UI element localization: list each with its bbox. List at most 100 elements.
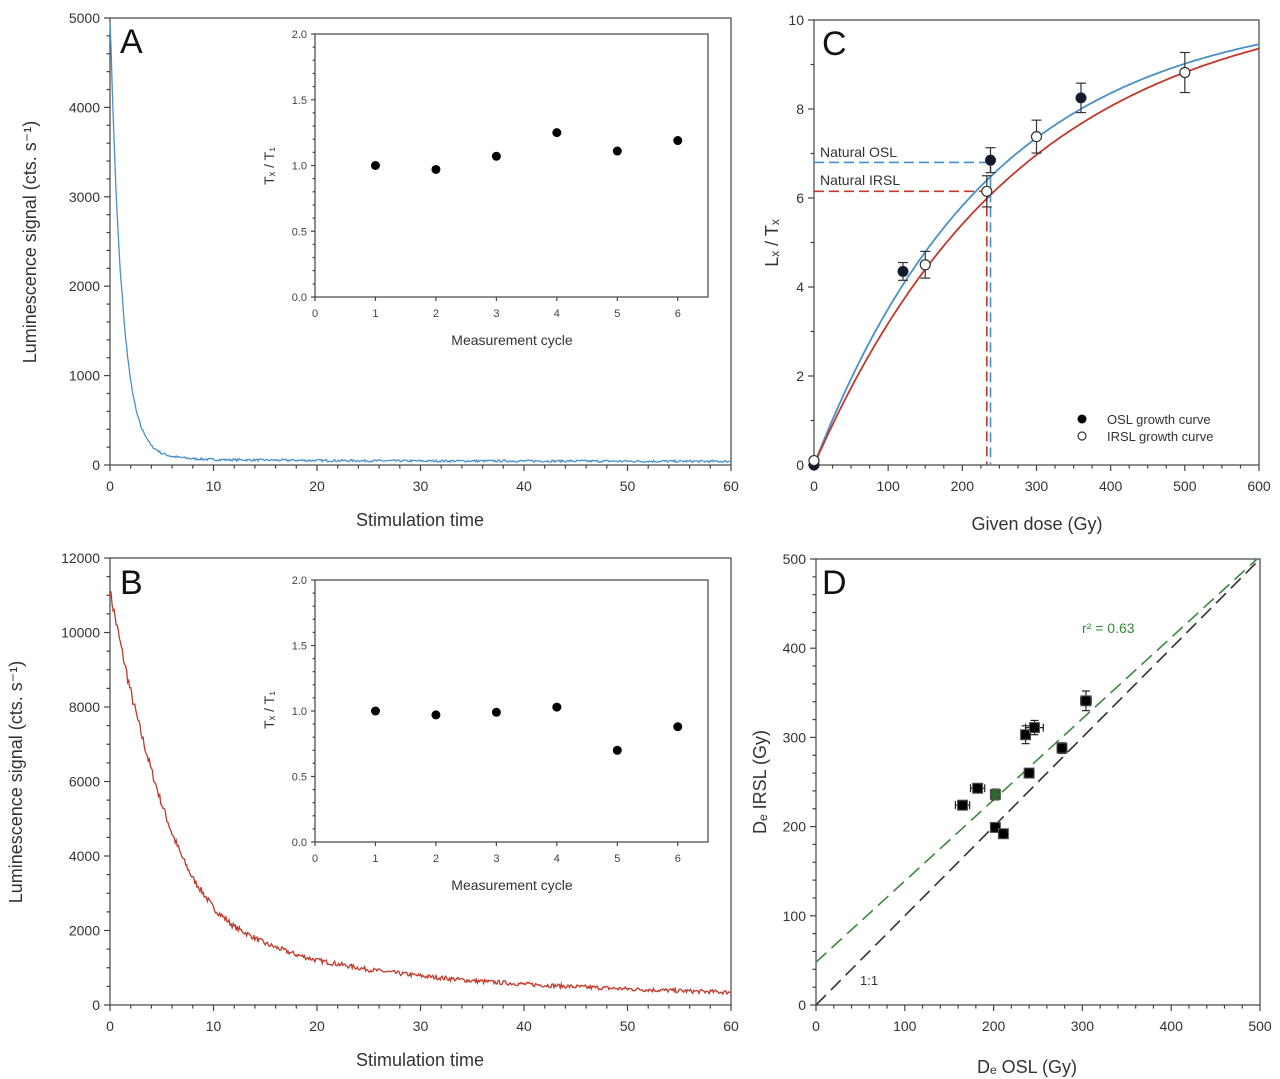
panel-b-xtick-label: 50: [620, 1018, 636, 1034]
panel-a-inset-ylabel: Tₓ / T₁: [261, 147, 277, 185]
panel-d-ytick-label: 200: [783, 819, 807, 835]
panel-a: A Stimulation time Luminescence signal (…: [20, 10, 739, 530]
panel-d-xtick-label: 300: [1071, 1018, 1095, 1034]
d-point: [990, 822, 1000, 832]
panel-a-inset-point: [491, 151, 501, 161]
annotation-r-squared: r² = 0.63: [1082, 620, 1135, 636]
regression-line: [815, 558, 1258, 963]
panel-b-frame: [109, 557, 732, 1006]
irsl-point: [1030, 130, 1043, 143]
panel-d-xtick-label: 100: [893, 1018, 917, 1034]
panel-b-inset-xtick-label: 6: [675, 853, 681, 865]
panel-d-xtick-label: 0: [812, 1018, 820, 1034]
d-point: [1057, 743, 1067, 753]
panel-c-xlabel: Given dose (Gy): [971, 514, 1102, 534]
panel-b-inset-ytick-label: 2.0: [292, 575, 307, 587]
panel-d-ytick-label: 300: [783, 729, 807, 745]
panel-b-series-line: [109, 591, 731, 996]
panel-d-xtick-label: 200: [982, 1018, 1006, 1034]
panel-b-ytick-label: 6000: [69, 774, 100, 790]
panel-d-ylabel: Dₑ IRSL (Gy): [750, 730, 770, 834]
panel-a-inset-xtick-label: 2: [433, 308, 439, 320]
panel-a-inset-xtick-label: 6: [675, 308, 681, 320]
panel-a-inset-xtick-label: 3: [493, 308, 499, 320]
panel-d-xtick-label: 400: [1160, 1018, 1184, 1034]
panel-b-inset-xlabel: Measurement cycle: [451, 877, 573, 893]
osl-point: [985, 154, 997, 166]
panel-c-label: C: [822, 25, 847, 63]
annotation-natural-osl: Natural OSL: [820, 144, 897, 160]
panel-b-inset-point: [431, 710, 441, 720]
panel-c-xtick-label: 100: [876, 478, 900, 494]
panel-b-ytick-label: 4000: [69, 848, 100, 864]
panel-c-xtick-label: 0: [810, 478, 818, 494]
d-point: [958, 800, 968, 810]
panel-a-inset-ytick-label: 0.5: [292, 226, 307, 238]
panel-b-inset-ytick-label: 1.5: [292, 641, 307, 653]
panel-d-xtick-label: 500: [1248, 1018, 1272, 1034]
panel-c-ytick-label: 6: [796, 190, 804, 206]
panel-b-inset-point: [370, 706, 380, 716]
panel-b-ytick-label: 8000: [69, 699, 100, 715]
panel-b-inset-ylabel: Tₓ / T₁: [261, 691, 277, 729]
panel-b-inset-point: [673, 722, 683, 732]
panel-d: D Dₑ OSL (Gy) Dₑ IRSL (Gy) r² = 0.63 1:1…: [750, 551, 1272, 1077]
panel-b-xtick-label: 0: [106, 1018, 114, 1034]
panel-a-inset-ytick-label: 2.0: [292, 29, 307, 41]
legend-osl-label: OSL growth curve: [1107, 412, 1211, 427]
panel-d-frame: [815, 558, 1261, 1006]
panel-a-inset-point: [370, 161, 380, 170]
panel-b-inset-point: [552, 702, 562, 712]
panel-a-ylabel: Luminescence signal (cts. s⁻¹): [20, 121, 40, 364]
one-to-one-line: [815, 558, 1261, 1006]
panel-b-inset-point: [491, 707, 501, 717]
panel-a-xtick-label: 40: [516, 478, 532, 494]
panel-d-ytick-label: 400: [783, 640, 807, 656]
panel-b-xtick-label: 40: [516, 1018, 532, 1034]
annotation-natural-irsl: Natural IRSL: [820, 172, 900, 188]
panel-a-xtick-label: 20: [309, 478, 325, 494]
panel-b-label: B: [120, 564, 143, 602]
panel-a-ytick-label: 5000: [69, 10, 100, 26]
annotation-one-to-one: 1:1: [860, 973, 878, 988]
panel-b-inset-xtick-label: 4: [554, 853, 560, 865]
panel-a-xlabel: Stimulation time: [356, 510, 484, 530]
irsl-point: [981, 185, 993, 197]
panel-b-inset-xtick-label: 0: [312, 853, 318, 865]
panel-b: B Stimulation time Luminescence signal (…: [6, 550, 739, 1070]
panel-b-inset-point: [612, 745, 622, 755]
panel-a-inset-ytick-label: 1.5: [292, 95, 307, 107]
panel-d-ytick-label: 500: [783, 551, 807, 567]
panel-a-inset-xtick-label: 1: [372, 308, 378, 320]
panel-a-xtick-label: 50: [620, 478, 636, 494]
panel-a-inset-point: [673, 136, 683, 146]
panel-c-ytick-label: 10: [788, 12, 804, 28]
panel-a-xtick-label: 10: [206, 478, 222, 494]
panel-c: C Given dose (Gy) Lₓ / Tₓ Natural OSL Na…: [762, 12, 1271, 534]
panel-b-inset-ytick-label: 1.0: [292, 706, 307, 718]
panel-a-xtick-label: 60: [723, 478, 739, 494]
panel-a-xtick-label: 30: [413, 478, 429, 494]
panel-b-inset-xtick-label: 1: [372, 853, 378, 865]
panel-c-xtick-label: 500: [1173, 478, 1197, 494]
panel-b-inset-ytick-label: 0.5: [292, 772, 307, 784]
irsl-fit-curve: [813, 47, 1260, 466]
panel-c-ytick-label: 2: [796, 368, 804, 384]
panel-c-ytick-label: 0: [796, 457, 804, 473]
d-point: [1021, 730, 1031, 740]
panel-b-ytick-label: 12000: [61, 550, 100, 566]
panel-d-label: D: [822, 564, 847, 602]
panel-b-inset-ytick-label: 0.0: [292, 837, 307, 849]
legend-osl-marker: [1077, 414, 1087, 424]
panel-c-frame: [813, 19, 1260, 466]
panel-a-inset-ytick-label: 0.0: [292, 292, 307, 304]
d-point: [973, 783, 983, 793]
panel-a-frame: [109, 17, 732, 466]
d-point: [1024, 768, 1034, 778]
panel-b-xtick-label: 10: [206, 1018, 222, 1034]
panel-b-ytick-label: 10000: [61, 625, 100, 641]
panel-c-ytick-label: 8: [796, 101, 804, 117]
panel-a-inset-xtick-label: 5: [614, 308, 620, 320]
panel-a-inset-point: [431, 164, 441, 174]
